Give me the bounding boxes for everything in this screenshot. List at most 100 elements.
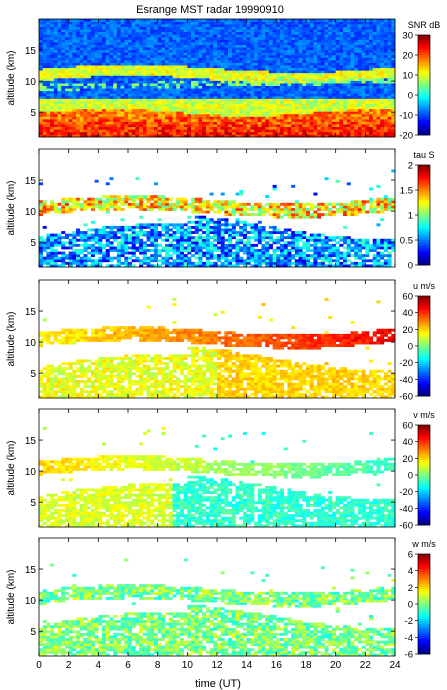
heatmap-cell bbox=[90, 101, 95, 104]
heatmap-cell bbox=[328, 101, 333, 104]
heatmap-cell bbox=[68, 121, 73, 125]
heatmap-cell bbox=[205, 90, 210, 94]
heatmap-cell bbox=[391, 54, 396, 58]
heatmap-cell bbox=[179, 49, 184, 53]
heatmap-cell bbox=[124, 119, 129, 122]
heatmap-cell bbox=[113, 80, 118, 84]
heatmap-cell bbox=[113, 101, 118, 104]
heatmap-cell bbox=[320, 24, 325, 27]
heatmap-cell bbox=[383, 108, 388, 112]
heatmap-cell bbox=[76, 70, 81, 74]
heatmap-cell bbox=[57, 54, 62, 58]
heatmap-cell bbox=[79, 98, 84, 102]
heatmap-cell bbox=[98, 251, 103, 255]
heatmap-cell bbox=[239, 78, 244, 81]
heatmap-cell bbox=[283, 36, 288, 40]
heatmap-cell bbox=[57, 111, 62, 115]
heatmap-cell bbox=[139, 197, 144, 201]
heatmap-cell bbox=[79, 131, 84, 135]
heatmap-cell bbox=[361, 78, 366, 81]
heatmap-cell bbox=[179, 36, 184, 40]
heatmap-cell bbox=[287, 62, 292, 66]
heatmap-cell bbox=[391, 90, 396, 94]
heatmap-cell bbox=[365, 31, 370, 35]
heatmap-cell bbox=[61, 246, 66, 250]
heatmap-cell bbox=[46, 34, 51, 38]
heatmap-cell bbox=[331, 129, 336, 133]
heatmap-cell bbox=[294, 134, 299, 138]
heatmap-cell bbox=[183, 126, 188, 130]
heatmap-cell bbox=[50, 101, 55, 104]
heatmap-cell bbox=[135, 131, 140, 135]
heatmap-cell bbox=[142, 57, 147, 61]
heatmap-cell bbox=[183, 88, 188, 92]
heatmap-cell bbox=[365, 90, 370, 94]
heatmap-cell bbox=[313, 52, 318, 56]
heatmap-cell bbox=[313, 83, 318, 86]
heatmap-cell bbox=[205, 54, 210, 58]
heatmap-cell bbox=[135, 124, 140, 128]
heatmap-cell bbox=[142, 31, 147, 35]
heatmap-cell bbox=[280, 93, 285, 97]
heatmap-cell bbox=[168, 101, 173, 104]
heatmap-cell bbox=[161, 101, 166, 104]
heatmap-cell bbox=[139, 264, 144, 268]
heatmap-cell bbox=[350, 24, 355, 27]
heatmap-cell bbox=[246, 36, 251, 40]
heatmap-cell bbox=[135, 249, 140, 252]
heatmap-cell bbox=[313, 65, 318, 69]
heatmap-cell bbox=[231, 78, 236, 81]
heatmap-cell bbox=[317, 134, 322, 138]
heatmap-cell bbox=[179, 126, 184, 130]
heatmap-cell bbox=[335, 52, 340, 56]
heatmap-cell bbox=[228, 108, 233, 112]
heatmap-cell bbox=[228, 62, 233, 66]
heatmap-cell bbox=[90, 34, 95, 38]
heatmap-cell bbox=[64, 88, 69, 92]
heatmap-cell bbox=[139, 124, 144, 128]
heatmap-cell bbox=[165, 24, 170, 27]
heatmap-cell bbox=[61, 261, 66, 265]
heatmap-cell bbox=[306, 78, 311, 81]
heatmap-cell bbox=[265, 103, 270, 107]
heatmap-cell bbox=[109, 78, 114, 81]
heatmap-cell bbox=[231, 26, 236, 30]
heatmap-cell bbox=[257, 98, 262, 102]
heatmap-cell bbox=[179, 111, 184, 115]
heatmap-cell bbox=[135, 121, 140, 125]
heatmap-cell bbox=[113, 36, 118, 40]
heatmap-cell bbox=[242, 106, 247, 110]
heatmap-cell bbox=[57, 80, 62, 84]
heatmap-cell bbox=[306, 101, 311, 104]
heatmap-cell bbox=[365, 131, 370, 135]
heatmap-cell bbox=[120, 80, 125, 84]
colorbar-segment bbox=[418, 122, 430, 126]
heatmap-cell bbox=[365, 19, 370, 22]
heatmap-cell bbox=[76, 72, 81, 76]
heatmap-cell bbox=[235, 49, 240, 53]
heatmap-cell bbox=[272, 24, 277, 27]
heatmap-cell bbox=[313, 26, 318, 30]
heatmap-cell bbox=[79, 19, 84, 22]
heatmap-cell bbox=[90, 75, 95, 79]
heatmap-cell bbox=[228, 88, 233, 92]
heatmap-cell bbox=[272, 108, 277, 112]
heatmap-cell bbox=[220, 34, 225, 38]
heatmap-cell bbox=[68, 103, 73, 107]
heatmap-cell bbox=[46, 106, 51, 110]
heatmap-cell bbox=[46, 80, 51, 84]
heatmap-cell bbox=[94, 231, 99, 234]
heatmap-cell bbox=[90, 243, 95, 247]
heatmap-cell bbox=[205, 88, 210, 92]
heatmap-cell bbox=[53, 106, 58, 110]
heatmap-cell bbox=[320, 106, 325, 110]
heatmap-cell bbox=[116, 256, 121, 260]
heatmap-cell bbox=[76, 29, 81, 33]
heatmap-cell bbox=[280, 72, 285, 76]
heatmap-cell bbox=[335, 85, 340, 89]
heatmap-cell bbox=[257, 113, 262, 117]
heatmap-cell bbox=[380, 106, 385, 110]
heatmap-cell bbox=[309, 42, 314, 45]
heatmap-cell bbox=[90, 24, 95, 27]
heatmap-cell bbox=[283, 67, 288, 71]
